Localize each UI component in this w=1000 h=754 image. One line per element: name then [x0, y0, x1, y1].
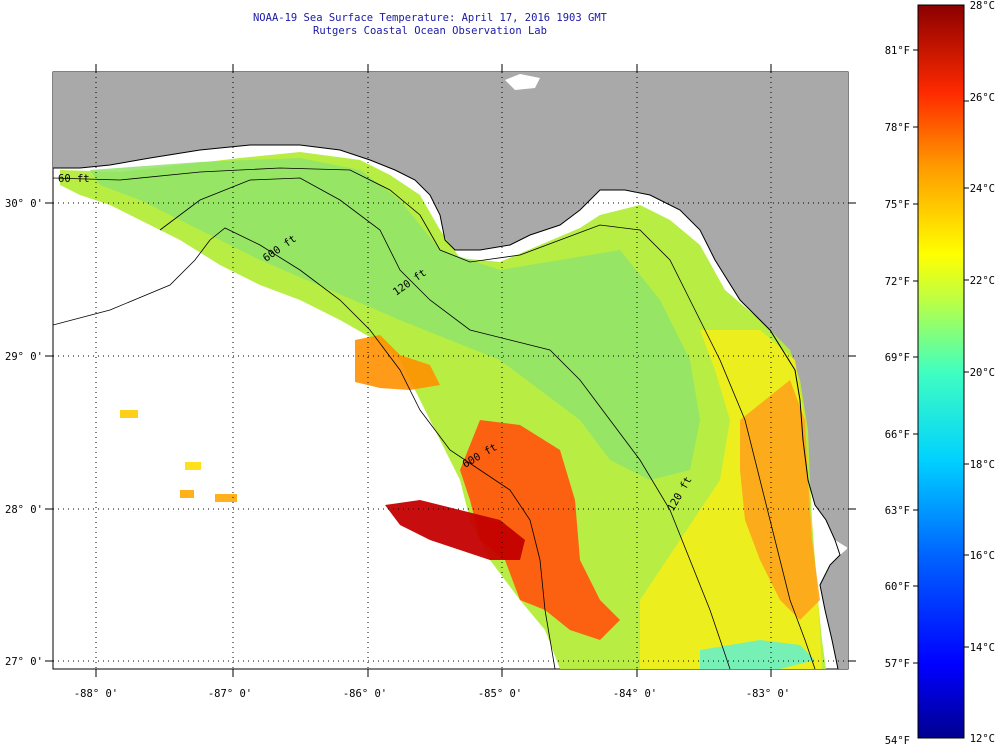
- depth-contour-120ft: [159, 177, 731, 669]
- lat-label: 30° 0': [5, 198, 43, 210]
- colorbar-c-label: 18°C: [970, 459, 995, 471]
- coastline: [53, 144, 841, 669]
- depth-contour-60ft: [53, 167, 816, 669]
- land-mass: [53, 72, 848, 548]
- colorbar-fahrenheit-ticks: [913, 49, 918, 664]
- lon-label: -84° 0': [613, 688, 657, 700]
- map-subtitle: Rutgers Coastal Ocean Observation Lab: [313, 25, 547, 37]
- sst-speck: [120, 410, 138, 418]
- lat-label: 29° 0': [5, 351, 43, 363]
- colorbar-f-label: 63°F: [885, 505, 910, 517]
- colorbar-c-label: 26°C: [970, 92, 995, 104]
- colorbar-c-label: 12°C: [970, 733, 995, 745]
- colorbar: [917, 4, 965, 739]
- lon-label: -87° 0': [208, 688, 252, 700]
- colorbar-f-label: 81°F: [885, 45, 910, 57]
- sst-orange-patch: [355, 335, 440, 390]
- sst-speck: [185, 462, 201, 470]
- lon-label: -88° 0': [74, 688, 118, 700]
- lon-label: -86° 0': [343, 688, 387, 700]
- lon-label: -83° 0': [746, 688, 790, 700]
- map-title: NOAA-19 Sea Surface Temperature: April 1…: [252, 12, 607, 24]
- sst-orange-coastal: [740, 380, 820, 620]
- colorbar-c-label: 14°C: [970, 642, 995, 654]
- inland-nodata: [505, 74, 540, 90]
- sst-speck: [215, 494, 237, 502]
- colorbar-f-label: 72°F: [885, 276, 910, 288]
- sst-green-patch: [90, 158, 700, 480]
- sst-red-plume: [460, 420, 620, 640]
- sst-darkred-core: [385, 500, 525, 560]
- lon-label: -85° 0': [478, 688, 522, 700]
- colorbar-c-label: 22°C: [970, 275, 995, 287]
- florida-peninsula-land: [820, 548, 848, 669]
- colorbar-f-label: 66°F: [885, 429, 910, 441]
- colorbar-f-label: 75°F: [885, 199, 910, 211]
- lat-label: 27° 0': [5, 656, 43, 668]
- colorbar-c-label: 24°C: [970, 183, 995, 195]
- colorbar-c-label: 20°C: [970, 367, 995, 379]
- sst-cyan-patch: [700, 640, 815, 669]
- frame-ticks: [45, 64, 856, 677]
- lat-label: 28° 0': [5, 504, 43, 516]
- colorbar-f-label: 60°F: [885, 581, 910, 593]
- colorbar-f-label: 78°F: [885, 122, 910, 134]
- sst-speck: [180, 490, 194, 498]
- colorbar-celsius-ticks: [964, 100, 969, 648]
- depth-contour-600ft: [53, 227, 556, 669]
- contour-label: 60 ft: [58, 173, 90, 185]
- colorbar-c-label: 28°C: [970, 0, 995, 12]
- colorbar-c-label: 16°C: [970, 550, 995, 562]
- colorbar-f-label: 54°F: [885, 735, 910, 747]
- colorbar-f-label: 57°F: [885, 658, 910, 670]
- colorbar-f-label: 69°F: [885, 352, 910, 364]
